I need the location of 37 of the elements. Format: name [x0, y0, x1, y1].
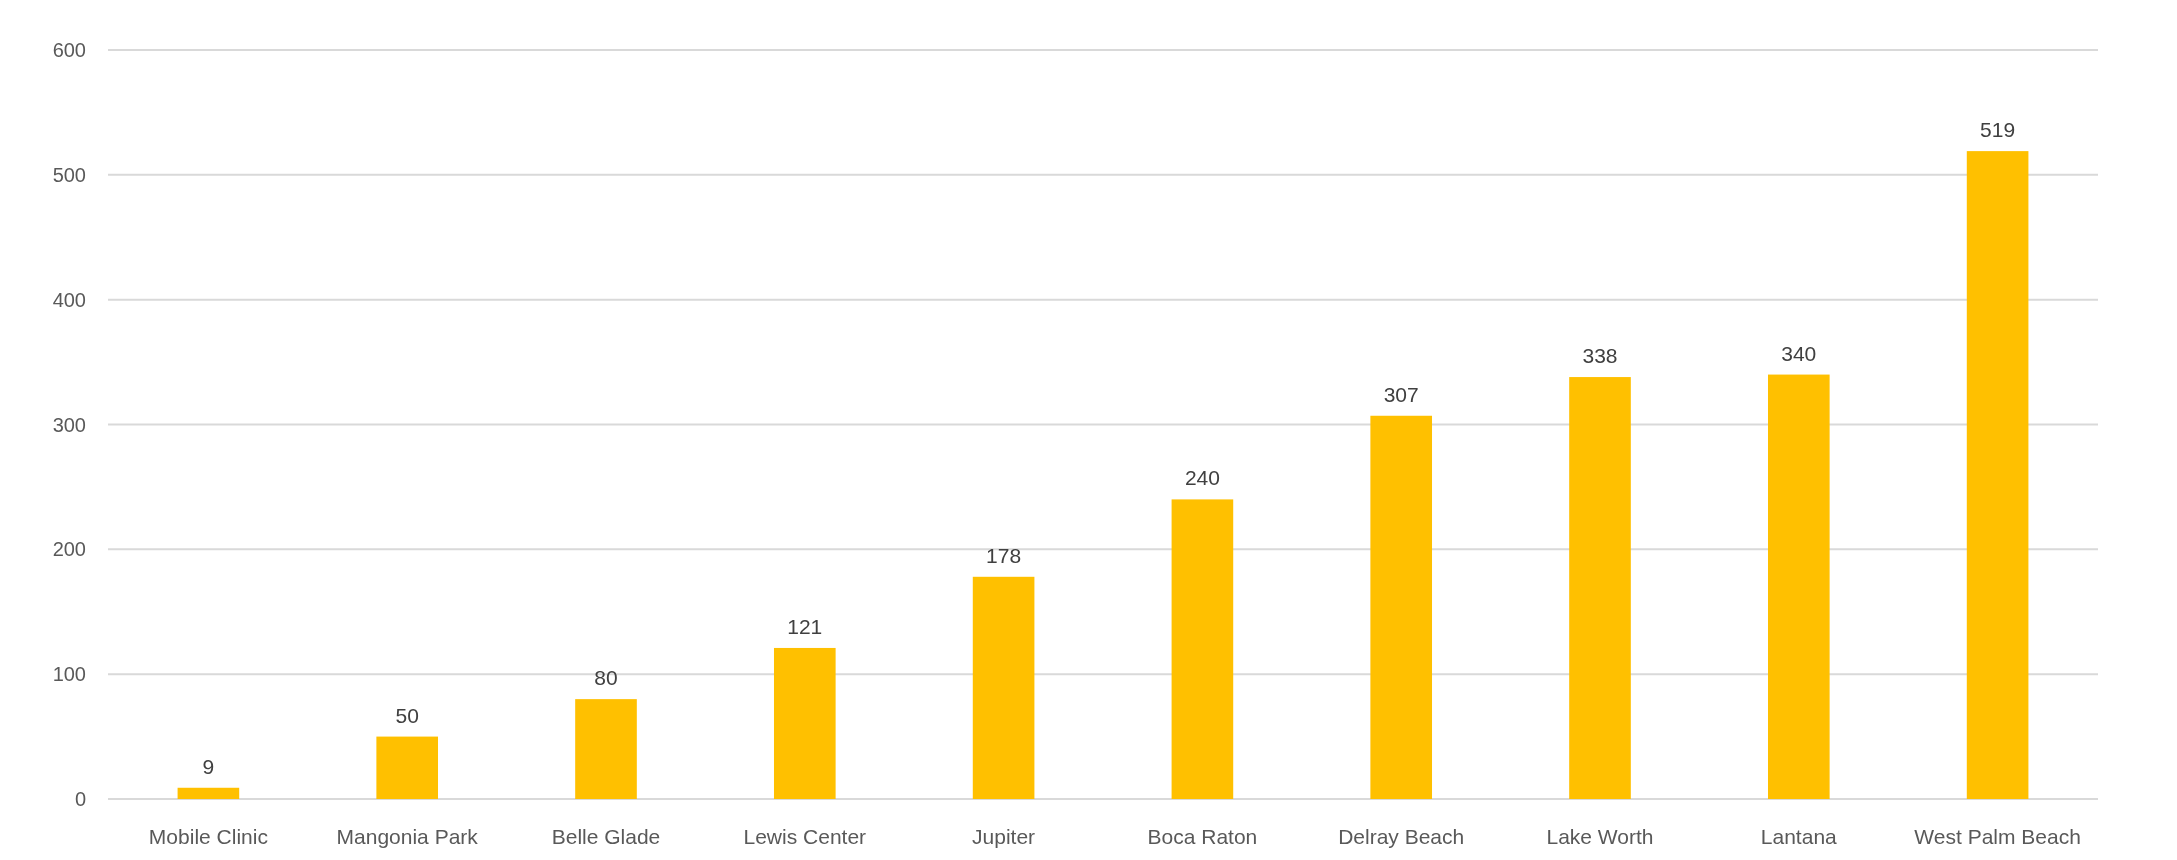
x-tick-label: Lantana — [1760, 825, 1838, 848]
data-label: 519 — [1980, 118, 2016, 142]
y-tick-label: 0 — [74, 788, 86, 810]
data-label: 121 — [787, 614, 823, 638]
y-tick-label: 200 — [52, 538, 86, 561]
y-tick-label: 400 — [52, 288, 86, 311]
data-label: 9 — [202, 754, 215, 778]
x-tick-label: Mangonia Park — [336, 825, 479, 848]
bar — [1171, 499, 1234, 799]
bar — [773, 647, 836, 799]
data-label: 178 — [986, 543, 1022, 567]
bar — [1966, 151, 2029, 799]
x-tick-label: Lake Worth — [1546, 825, 1654, 848]
y-tick-label: 300 — [52, 413, 86, 436]
bar — [575, 699, 637, 799]
x-tick-label: Jupiter — [972, 825, 1036, 848]
bar — [1569, 377, 1631, 799]
x-tick-label: West Palm Beach — [1914, 825, 2081, 848]
data-label: 240 — [1184, 466, 1220, 490]
y-tick-label: 100 — [52, 663, 86, 686]
data-label: 307 — [1383, 382, 1419, 406]
data-label: 80 — [594, 666, 618, 690]
x-tick-label: Belle Glade — [551, 825, 661, 848]
x-tick-label: Boca Raton — [1147, 825, 1258, 848]
bar — [1370, 415, 1433, 799]
data-label: 338 — [1582, 344, 1618, 368]
x-tick-label: Mobile Clinic — [148, 825, 268, 848]
bar — [376, 736, 439, 799]
bar — [177, 787, 240, 799]
y-tick-label: 500 — [52, 163, 86, 186]
x-tick-label: Lewis Center — [743, 825, 867, 848]
bar — [1767, 374, 1830, 799]
y-tick-label: 600 — [52, 39, 86, 61]
x-tick-label: Delray Beach — [1338, 825, 1465, 848]
data-label: 340 — [1781, 341, 1817, 365]
data-label: 50 — [395, 703, 419, 727]
bar — [972, 576, 1035, 799]
